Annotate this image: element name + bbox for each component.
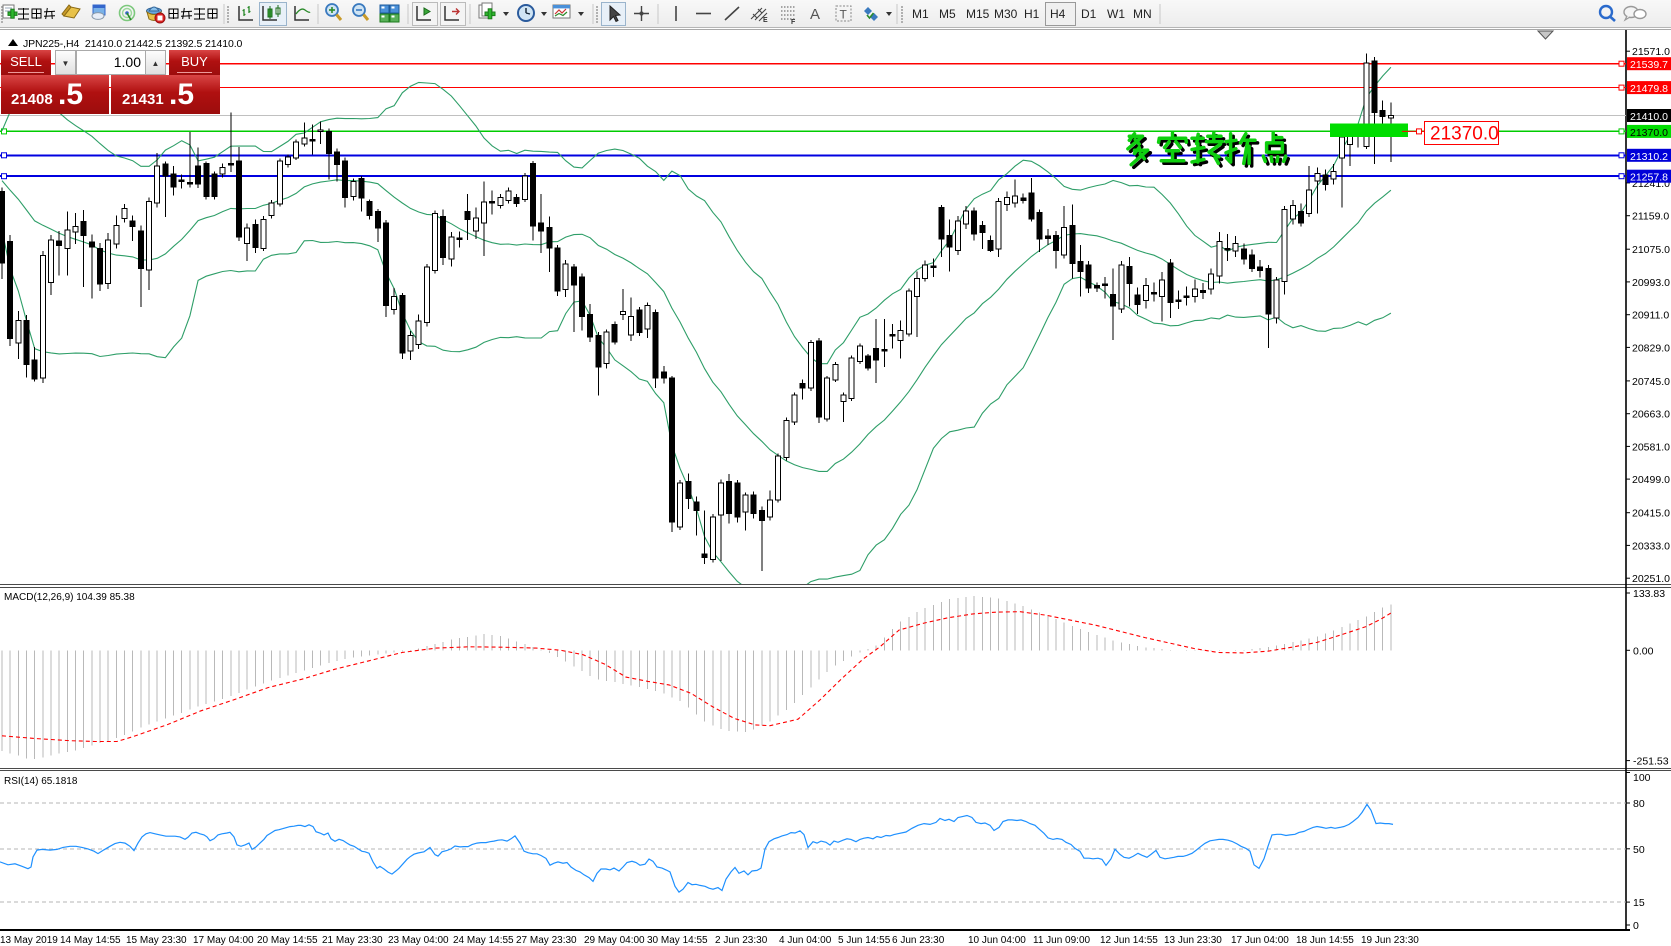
- svg-text:M1: M1: [912, 7, 929, 21]
- svg-text:19 Jun 23:30: 19 Jun 23:30: [1361, 935, 1419, 946]
- svg-text:H4: H4: [1050, 7, 1066, 21]
- svg-text:0: 0: [1633, 920, 1639, 932]
- svg-text:24 May 14:55: 24 May 14:55: [453, 935, 514, 946]
- svg-text:30 May 14:55: 30 May 14:55: [647, 935, 708, 946]
- svg-text:20 May 14:55: 20 May 14:55: [257, 935, 318, 946]
- svg-text:0.00: 0.00: [1633, 645, 1654, 657]
- svg-text:20499.0: 20499.0: [1632, 474, 1670, 486]
- svg-text:20333.0: 20333.0: [1632, 540, 1670, 552]
- svg-text:15 May 23:30: 15 May 23:30: [126, 935, 187, 946]
- svg-text:20993.0: 20993.0: [1632, 277, 1670, 289]
- svg-text:D1: D1: [1081, 7, 1097, 21]
- svg-text:20415.0: 20415.0: [1632, 508, 1670, 520]
- svg-text:21310.2: 21310.2: [1630, 151, 1668, 163]
- svg-text:133.83: 133.83: [1633, 588, 1665, 600]
- svg-text:2 Jun 23:30: 2 Jun 23:30: [715, 935, 768, 946]
- svg-text:20829.0: 20829.0: [1632, 342, 1670, 354]
- svg-text:21479.8: 21479.8: [1630, 83, 1668, 95]
- svg-text:21571.0: 21571.0: [1632, 46, 1670, 58]
- svg-text:W1: W1: [1107, 7, 1125, 21]
- svg-text:F: F: [791, 19, 796, 26]
- svg-text:27 May 23:30: 27 May 23:30: [516, 935, 577, 946]
- svg-text:50: 50: [1633, 844, 1645, 856]
- svg-text:11 Jun 09:00: 11 Jun 09:00: [1033, 935, 1091, 946]
- svg-text:21370.0: 21370.0: [1430, 124, 1499, 145]
- svg-text:15: 15: [1633, 897, 1645, 909]
- svg-text:JPN225-,H4 21410.0 21442.5 21: JPN225-,H4 21410.0 21442.5 21392.5 21410…: [23, 38, 243, 50]
- svg-text:29 May 04:00: 29 May 04:00: [584, 935, 645, 946]
- svg-text:21075.0: 21075.0: [1632, 244, 1670, 256]
- svg-text:4 Jun 04:00: 4 Jun 04:00: [779, 935, 832, 946]
- svg-text:100: 100: [1633, 772, 1651, 784]
- svg-text:18 Jun 14:55: 18 Jun 14:55: [1296, 935, 1354, 946]
- svg-text:MACD(12,26,9) 104.39 85.38: MACD(12,26,9) 104.39 85.38: [4, 592, 135, 603]
- svg-text:6 Jun 23:30: 6 Jun 23:30: [892, 935, 945, 946]
- svg-text:80: 80: [1633, 798, 1645, 810]
- svg-text:21257.8: 21257.8: [1630, 172, 1668, 184]
- svg-text:21410.0: 21410.0: [1630, 111, 1668, 123]
- svg-text:14 May 14:55: 14 May 14:55: [60, 935, 121, 946]
- svg-text:20663.0: 20663.0: [1632, 409, 1670, 421]
- svg-text:17 Jun 04:00: 17 Jun 04:00: [1231, 935, 1289, 946]
- svg-text:E: E: [763, 17, 768, 24]
- svg-text:A: A: [810, 6, 820, 23]
- svg-text:21 May 23:30: 21 May 23:30: [322, 935, 383, 946]
- svg-text:M15: M15: [966, 7, 990, 21]
- svg-text:5 Jun 14:55: 5 Jun 14:55: [838, 935, 891, 946]
- svg-text:13 May 2019: 13 May 2019: [0, 935, 58, 946]
- svg-text:20745.0: 20745.0: [1632, 376, 1670, 388]
- svg-text:21370.0: 21370.0: [1630, 127, 1668, 139]
- svg-text:21539.7: 21539.7: [1630, 59, 1668, 71]
- svg-text:20911.0: 20911.0: [1632, 310, 1669, 322]
- svg-text:10 Jun 04:00: 10 Jun 04:00: [968, 935, 1026, 946]
- svg-text:12 Jun 14:55: 12 Jun 14:55: [1100, 935, 1158, 946]
- svg-text:T: T: [840, 8, 848, 22]
- svg-text:-251.53: -251.53: [1633, 756, 1669, 768]
- svg-text:23 May 04:00: 23 May 04:00: [388, 935, 449, 946]
- svg-text:RSI(14) 65.1818: RSI(14) 65.1818: [4, 776, 78, 787]
- svg-text:17 May 04:00: 17 May 04:00: [193, 935, 254, 946]
- svg-text:M30: M30: [994, 7, 1018, 21]
- svg-text:MN: MN: [1133, 7, 1152, 21]
- svg-text:M5: M5: [939, 7, 956, 21]
- svg-text:20581.0: 20581.0: [1632, 441, 1670, 453]
- svg-text:13 Jun 23:30: 13 Jun 23:30: [1164, 935, 1222, 946]
- svg-text:H1: H1: [1024, 7, 1040, 21]
- svg-text:21159.0: 21159.0: [1632, 211, 1669, 223]
- svg-text:20251.0: 20251.0: [1632, 573, 1670, 585]
